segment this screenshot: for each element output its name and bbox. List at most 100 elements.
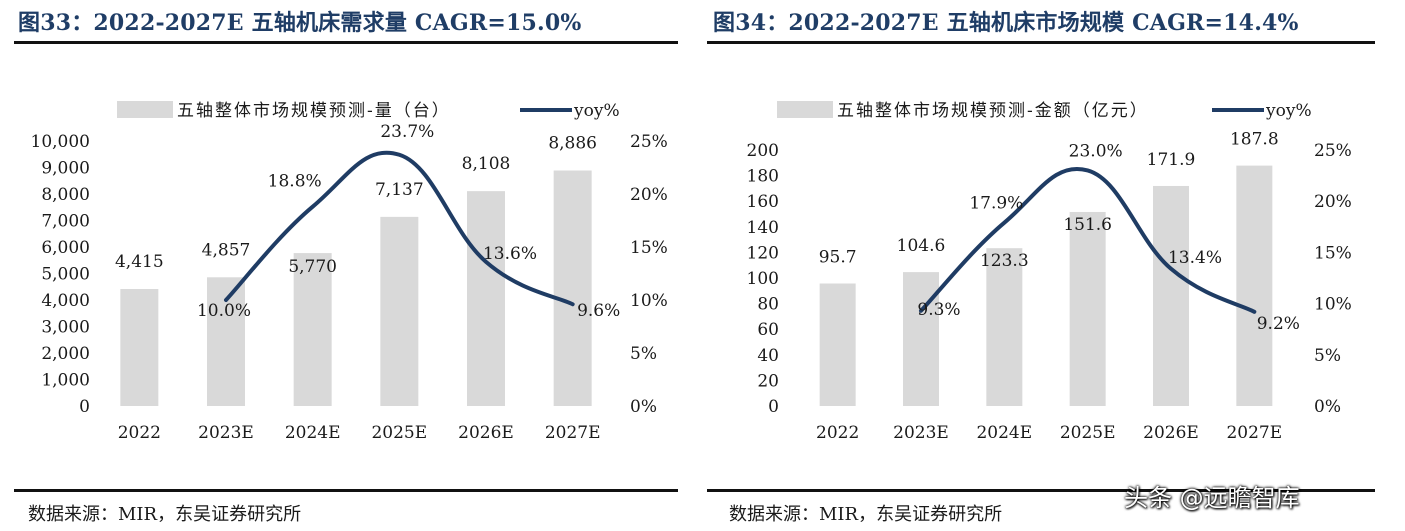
yoy-label: 13.6% <box>483 244 537 264</box>
x-tick-label: 2022 <box>118 423 161 443</box>
y2-tick-label: 5% <box>1314 346 1341 366</box>
y-tick-label: 6,000 <box>41 238 90 258</box>
x-tick-label: 2026E <box>458 423 514 443</box>
legend-line-label: yoy% <box>573 101 620 121</box>
bar-value-label: 95.7 <box>819 248 857 268</box>
y-tick-label: 2,000 <box>41 344 90 364</box>
bar-value-label: 123.3 <box>980 251 1029 271</box>
legend-bar-label: 五轴整体市场规模预测-量（台） <box>177 101 451 121</box>
source-note: 数据来源：MIR，东吴证券研究所 <box>729 504 1003 525</box>
chart-panel-right: 图34：2022-2027E 五轴机床市场规模 CAGR=14.4% 0 20 40… <box>705 0 1405 531</box>
bar-value-label: 5,770 <box>288 257 337 277</box>
x-tick-label: 2023E <box>198 423 254 443</box>
bar <box>1153 185 1189 406</box>
x-tick-label: 2024E <box>976 423 1032 443</box>
bar <box>380 216 419 406</box>
y-tick-label: 200 <box>747 141 779 161</box>
yoy-label: 23.7% <box>380 122 434 142</box>
y-tick-label: 0 <box>79 397 90 417</box>
y2-tick-label: 5% <box>630 344 657 364</box>
x-tick-label: 2025E <box>1060 423 1116 443</box>
x-tick-label: 2022 <box>816 423 859 443</box>
yoy-line <box>224 150 575 307</box>
y-tick-label: 8,000 <box>41 185 90 205</box>
yoy-label: 23.0% <box>1069 141 1123 161</box>
figure-title: 图34：2022-2027E 五轴机床市场规模 CAGR=14.4% <box>713 10 1299 36</box>
y2-tick-label: 15% <box>1314 243 1352 263</box>
x-tick-label: 2023E <box>893 423 949 443</box>
y-tick-label: 160 <box>747 192 779 212</box>
bar <box>819 283 856 406</box>
bar-value-label: 151.6 <box>1063 215 1112 235</box>
bar-value-label: 7,137 <box>375 180 424 200</box>
y-tick-label: 7,000 <box>41 212 90 232</box>
x-tick-label: 2027E <box>1226 423 1282 443</box>
y-tick-label: 80 <box>757 295 779 315</box>
chart-panel-left: 图33：2022-2027E 五轴机床需求量 CAGR=15.0% 0 1,000… <box>0 0 680 531</box>
x-tick-label: 2027E <box>545 423 601 443</box>
y2-tick-label: 10% <box>1314 295 1352 315</box>
yoy-label: 9.2% <box>1257 314 1300 334</box>
y2-tick-label: 25% <box>1314 141 1352 161</box>
y-tick-label: 40 <box>757 346 779 366</box>
y-tick-label: 4,000 <box>41 291 90 311</box>
y2-tick-label: 20% <box>630 185 668 205</box>
bar-value-label: 8,886 <box>548 134 597 154</box>
yoy-label: 18.8% <box>268 172 322 192</box>
bar-value-label: 187.8 <box>1230 130 1279 150</box>
yoy-line <box>919 166 1257 314</box>
bar <box>1236 165 1273 406</box>
demand-chart: 0 1,000 2,000 3,000 4,000 5,000 6,000 7,000 8,00… <box>31 101 668 443</box>
yoy-label: 9.6% <box>577 301 620 321</box>
y-tick-label: 120 <box>747 243 779 263</box>
y-tick-label: 100 <box>747 269 779 289</box>
bar-value-label: 104.6 <box>897 236 946 256</box>
source-note: 数据来源：MIR，东吴证券研究所 <box>28 504 302 525</box>
x-tick-label: 2026E <box>1143 423 1199 443</box>
yoy-label: 9.3% <box>917 300 960 320</box>
legend-line-label: yoy% <box>1265 101 1312 121</box>
bar-value-label: 4,857 <box>202 240 251 260</box>
bar <box>293 253 332 406</box>
y2-tick-label: 0% <box>630 397 657 417</box>
title-rule <box>707 41 1375 44</box>
bar <box>553 170 592 406</box>
watermark: 头条 @远瞻智库 <box>1124 484 1300 512</box>
yoy-label: 13.4% <box>1168 248 1222 268</box>
bar <box>903 272 939 406</box>
y2-tick-label: 10% <box>630 291 668 311</box>
y-tick-label: 10,000 <box>31 132 90 152</box>
yoy-label: 10.0% <box>197 301 251 321</box>
y-tick-label: 140 <box>747 218 779 238</box>
y-tick-label: 1,000 <box>41 371 90 391</box>
y2-tick-label: 20% <box>1314 192 1352 212</box>
y-tick-label: 3,000 <box>41 318 90 338</box>
bar <box>467 191 505 406</box>
legend-bar-label: 五轴整体市场规模预测-金额（亿元） <box>837 101 1149 121</box>
y-tick-label: 20 <box>757 371 779 391</box>
source-rule <box>14 489 678 492</box>
x-tick-label: 2024E <box>285 423 341 443</box>
legend-bar-swatch <box>777 101 833 118</box>
y-tick-label: 60 <box>757 320 779 340</box>
x-tick-label: 2025E <box>371 423 427 443</box>
y-tick-label: 5,000 <box>41 265 90 285</box>
y2-tick-label: 0% <box>1314 397 1341 417</box>
title-rule <box>14 41 678 44</box>
market-size-chart: 0 20 40 60 80 100 120 140 160 180 200 0% 5% 10% 15% 20%… <box>747 101 1352 443</box>
y-tick-label: 0 <box>768 397 779 417</box>
bar-value-label: 171.9 <box>1147 150 1196 170</box>
bar <box>986 248 1023 406</box>
yoy-label: 17.9% <box>969 194 1023 214</box>
bar <box>120 289 159 406</box>
bar <box>207 277 245 406</box>
bar-value-label: 8,108 <box>462 154 511 174</box>
source-rule <box>707 489 1375 492</box>
y-tick-label: 180 <box>747 167 779 187</box>
y2-tick-label: 15% <box>630 238 668 258</box>
bar-value-label: 4,415 <box>115 252 164 272</box>
y-tick-label: 9,000 <box>41 159 90 179</box>
y2-tick-label: 25% <box>630 132 668 152</box>
legend-bar-swatch <box>117 101 173 118</box>
figure-title: 图33：2022-2027E 五轴机床需求量 CAGR=15.0% <box>18 10 582 36</box>
